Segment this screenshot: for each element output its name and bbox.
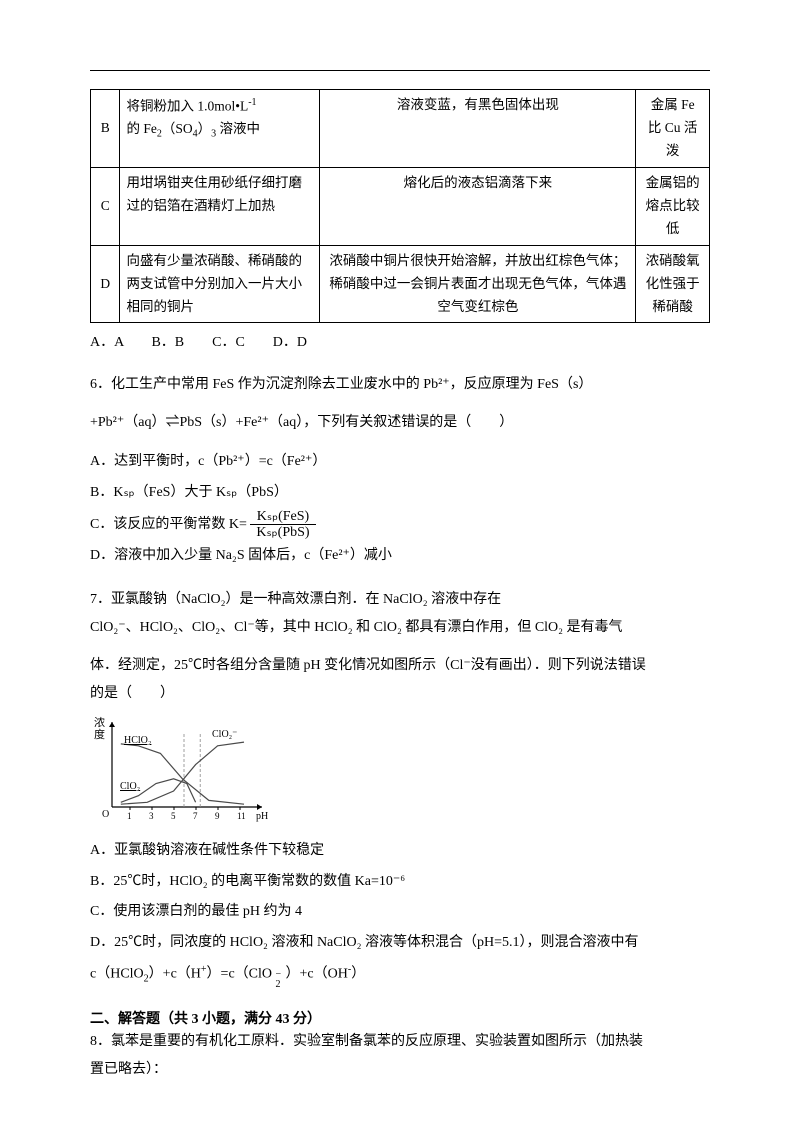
svg-text:7: 7	[193, 811, 198, 821]
table-row: C 用坩埚钳夹住用砂纸仔细打磨过的铝箔在酒精灯上加热 熔化后的液态铝滴落下来 金…	[91, 167, 710, 245]
table-row: D 向盛有少量浓硝酸、稀硝酸的两支试管中分别加入一片大小相同的铜片 浓硝酸中铜片…	[91, 245, 710, 323]
fraction-den: Kₛₚ(PbS)	[250, 525, 315, 540]
row-obs: 浓硝酸中铜片很快开始溶解，并放出红棕色气体；稀硝酸中过一会铜片表面才出现无色气体…	[320, 245, 636, 323]
svg-text:O: O	[102, 809, 109, 820]
concentration-chart: 浓度 O 1 3 5 7 9 11 pH HClO₂ ClO₂⁻ ClO₂	[90, 712, 270, 832]
q6-stem-1: 6．化工生产中常用 FeS 作为沉淀剂除去工业废水中的 Pb²⁺，反应原理为 F…	[90, 371, 710, 399]
top-rule	[90, 70, 710, 71]
svg-text:HClO₂: HClO₂	[124, 735, 151, 746]
q7-opt-d2: c（HClO2）+c（H+）=c（ClO −2）+c（OH-）	[90, 959, 710, 990]
q6-opt-b: B．Kₛₚ（FeS）大于 Kₛₚ（PbS）	[90, 478, 710, 509]
q6-opt-a: A．达到平衡时，c（Pb²⁺）=c（Fe²⁺）	[90, 447, 710, 478]
row-concl: 金属铝的熔点比较低	[636, 167, 710, 245]
q7-l1: 7．亚氯酸钠（NaClO₂）是一种高效漂白剂．在 NaClO₂ 溶液中存在	[90, 586, 710, 614]
q7-opt-a: A．亚氯酸钠溶液在碱性条件下较稳定	[90, 836, 710, 867]
q6-opt-d: D．溶液中加入少量 Na₂S 固体后，c（Fe²⁺）减小	[90, 541, 710, 572]
svg-text:ClO₂⁻: ClO₂⁻	[212, 729, 237, 740]
row-proc: 向盛有少量浓硝酸、稀硝酸的两支试管中分别加入一片大小相同的铜片	[120, 245, 320, 323]
svg-text:1: 1	[127, 811, 132, 821]
q6-opt-c: C．该反应的平衡常数 K= Kₛₚ(FeS) Kₛₚ(PbS)	[90, 509, 710, 541]
q8-l1: 8．氯苯是重要的有机化工原料．实验室制备氯苯的反应原理、实验装置如图所示（加热装	[90, 1028, 710, 1056]
row-concl: 金属 Fe 比 Cu 活泼	[636, 90, 710, 168]
q5-options: A．A B．B C．C D．D	[90, 329, 710, 357]
fraction-num: Kₛₚ(FeS)	[250, 509, 315, 525]
row-obs: 溶液变蓝，有黑色固体出现	[320, 90, 636, 168]
q7-l2: ClO₂⁻、HClO₂、ClO₂、Cl⁻等，其中 HClO₂ 和 ClO₂ 都具…	[90, 614, 710, 642]
row-label: C	[91, 167, 120, 245]
q7-opt-c: C．使用该漂白剂的最佳 pH 约为 4	[90, 897, 710, 928]
svg-text:11: 11	[237, 811, 246, 821]
q6-c-prefix: C．该反应的平衡常数 K=	[90, 517, 247, 532]
svg-text:5: 5	[171, 811, 176, 821]
row-concl: 浓硝酸氧化性强于稀硝酸	[636, 245, 710, 323]
q8-l2: 置已略去）：	[90, 1056, 710, 1084]
q7-l3: 体．经测定，25℃时各组分含量随 pH 变化情况如图所示（Cl⁻没有画出）．则下…	[90, 652, 710, 680]
row-label: B	[91, 90, 120, 168]
svg-text:pH: pH	[256, 811, 268, 822]
row-proc: 用坩埚钳夹住用砂纸仔细打磨过的铝箔在酒精灯上加热	[120, 167, 320, 245]
experiment-table: B 将铜粉加入 1.0mol•L-1的 Fe2（SO4）3 溶液中 溶液变蓝，有…	[90, 89, 710, 323]
section-2-heading: 二、解答题（共 3 小题，满分 43 分）	[90, 1008, 710, 1028]
svg-text:ClO₂: ClO₂	[120, 781, 140, 792]
row-label: D	[91, 245, 120, 323]
row-proc: 将铜粉加入 1.0mol•L-1的 Fe2（SO4）3 溶液中	[120, 90, 320, 168]
svg-text:9: 9	[215, 811, 220, 821]
table-row: B 将铜粉加入 1.0mol•L-1的 Fe2（SO4）3 溶液中 溶液变蓝，有…	[91, 90, 710, 168]
svg-text:度: 度	[94, 727, 105, 741]
svg-text:3: 3	[149, 811, 154, 821]
q7-l4: 的是（ ）	[90, 680, 710, 708]
q7-opt-d1: D．25℃时，同浓度的 HClO₂ 溶液和 NaClO₂ 溶液等体积混合（pH=…	[90, 928, 710, 959]
fraction: Kₛₚ(FeS) Kₛₚ(PbS)	[250, 509, 315, 541]
svg-text:浓: 浓	[94, 716, 105, 729]
q7-opt-b: B．25℃时，HClO₂ 的电离平衡常数的数值 Ka=10⁻⁶	[90, 867, 710, 898]
q6-stem-2: +Pb²⁺（aq）⇌PbS（s）+Fe²⁺（aq），下列有关叙述错误的是（ ）	[90, 409, 710, 437]
row-obs: 熔化后的液态铝滴落下来	[320, 167, 636, 245]
